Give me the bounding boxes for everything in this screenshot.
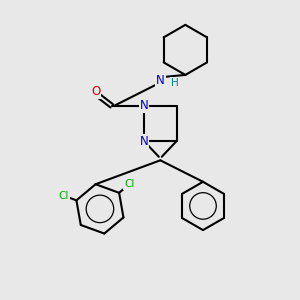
Text: Cl: Cl — [124, 179, 134, 189]
Text: O: O — [91, 85, 100, 98]
Text: N: N — [140, 135, 148, 148]
Text: N: N — [140, 99, 148, 112]
Text: H: H — [171, 78, 179, 88]
Text: Cl: Cl — [59, 191, 69, 201]
Text: N: N — [156, 74, 165, 87]
